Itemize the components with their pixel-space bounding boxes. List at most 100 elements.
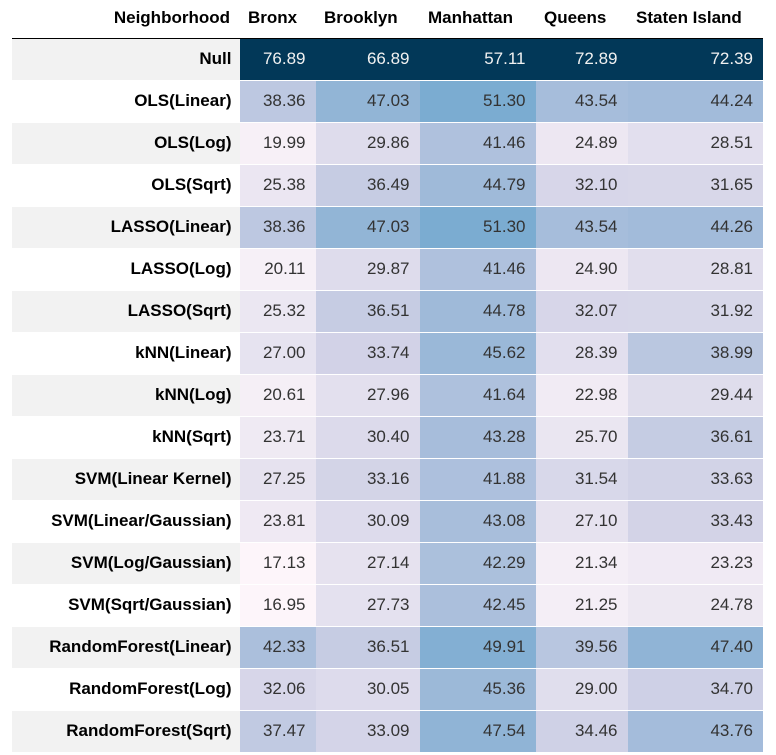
heatmap-cell: 21.34 bbox=[536, 542, 628, 585]
heatmap-cell: 27.00 bbox=[240, 332, 316, 375]
heatmap-cell: 19.99 bbox=[240, 122, 316, 165]
heatmap-cell: 36.61 bbox=[628, 416, 763, 459]
heatmap-cell: 44.79 bbox=[420, 164, 536, 207]
row-label: SVM(Linear/Gaussian) bbox=[12, 500, 240, 543]
column-header-queens: Queens bbox=[536, 0, 628, 39]
heatmap-cell: 22.98 bbox=[536, 374, 628, 417]
row-label: Null bbox=[12, 38, 240, 81]
heatmap-cell: 33.09 bbox=[316, 710, 420, 753]
table-row: kNN(Sqrt) 23.71 30.40 43.28 25.70 36.61 bbox=[12, 416, 763, 459]
heatmap-cell: 34.46 bbox=[536, 710, 628, 753]
heatmap-cell: 30.05 bbox=[316, 668, 420, 711]
table-row: OLS(Log) 19.99 29.86 41.46 24.89 28.51 bbox=[12, 122, 763, 165]
heatmap-cell: 33.74 bbox=[316, 332, 420, 375]
row-label: kNN(Linear) bbox=[12, 332, 240, 375]
heatmap-cell: 43.54 bbox=[536, 80, 628, 123]
heatmap-cell: 25.70 bbox=[536, 416, 628, 459]
heatmap-cell: 38.36 bbox=[240, 206, 316, 249]
table-row: RandomForest(Linear) 42.33 36.51 49.91 39.56… bbox=[12, 626, 763, 669]
table-row: kNN(Linear) 27.00 33.74 45.62 28.39 38.99 bbox=[12, 332, 763, 375]
heatmap-cell: 45.62 bbox=[420, 332, 536, 375]
heatmap-cell: 38.99 bbox=[628, 332, 763, 375]
heatmap-cell: 44.24 bbox=[628, 80, 763, 123]
row-label: OLS(Log) bbox=[12, 122, 240, 165]
heatmap-cell: 57.11 bbox=[420, 38, 536, 81]
heatmap-cell: 24.78 bbox=[628, 584, 763, 627]
heatmap-cell: 27.25 bbox=[240, 458, 316, 501]
column-header-staten-island: Staten Island bbox=[628, 0, 763, 39]
heatmap-cell: 66.89 bbox=[316, 38, 420, 81]
heatmap-cell: 43.28 bbox=[420, 416, 536, 459]
heatmap-cell: 43.08 bbox=[420, 500, 536, 543]
row-label: RandomForest(Log) bbox=[12, 668, 240, 711]
heatmap-cell: 51.30 bbox=[420, 206, 536, 249]
corner-label: Neighborhood bbox=[12, 0, 240, 39]
table-body: Null 76.89 66.89 57.11 72.89 72.39 OLS(Linear)… bbox=[12, 38, 763, 753]
heatmap-cell: 41.64 bbox=[420, 374, 536, 417]
heatmap-cell: 47.03 bbox=[316, 206, 420, 249]
heatmap-cell: 32.06 bbox=[240, 668, 316, 711]
heatmap-cell: 27.10 bbox=[536, 500, 628, 543]
heatmap-cell: 29.00 bbox=[536, 668, 628, 711]
heatmap-cell: 38.36 bbox=[240, 80, 316, 123]
row-label: RandomForest(Sqrt) bbox=[12, 710, 240, 753]
heatmap-cell: 41.46 bbox=[420, 122, 536, 165]
header-row: Neighborhood Bronx Brooklyn Manhattan Qu… bbox=[12, 0, 763, 39]
table-row: SVM(Linear Kernel) 27.25 33.16 41.88 31.54 33… bbox=[12, 458, 763, 501]
table-row: RandomForest(Log) 32.06 30.05 45.36 29.00 34.… bbox=[12, 668, 763, 711]
row-label: LASSO(Log) bbox=[12, 248, 240, 291]
heatmap-cell: 36.49 bbox=[316, 164, 420, 207]
heatmap-cell: 27.73 bbox=[316, 584, 420, 627]
row-label: OLS(Linear) bbox=[12, 80, 240, 123]
heatmap-cell: 41.88 bbox=[420, 458, 536, 501]
table-row: LASSO(Log) 20.11 29.87 41.46 24.90 28.81 bbox=[12, 248, 763, 291]
heatmap-cell: 29.44 bbox=[628, 374, 763, 417]
row-label: SVM(Linear Kernel) bbox=[12, 458, 240, 501]
heatmap-cell: 30.40 bbox=[316, 416, 420, 459]
heatmap-cell: 34.70 bbox=[628, 668, 763, 711]
heatmap-cell: 33.43 bbox=[628, 500, 763, 543]
heatmap-cell: 29.86 bbox=[316, 122, 420, 165]
heatmap-cell: 43.76 bbox=[628, 710, 763, 753]
heatmap-cell: 47.03 bbox=[316, 80, 420, 123]
heatmap-cell: 27.14 bbox=[316, 542, 420, 585]
column-header-brooklyn: Brooklyn bbox=[316, 0, 420, 39]
heatmap-cell: 20.11 bbox=[240, 248, 316, 291]
row-label: LASSO(Sqrt) bbox=[12, 290, 240, 333]
column-header-manhattan: Manhattan bbox=[420, 0, 536, 39]
heatmap-cell: 25.32 bbox=[240, 290, 316, 333]
heatmap-cell: 39.56 bbox=[536, 626, 628, 669]
row-label: LASSO(Linear) bbox=[12, 206, 240, 249]
table-row: kNN(Log) 20.61 27.96 41.64 22.98 29.44 bbox=[12, 374, 763, 417]
heatmap-cell: 31.65 bbox=[628, 164, 763, 207]
table-row: SVM(Sqrt/Gaussian) 16.95 27.73 42.45 21.25 24… bbox=[12, 584, 763, 627]
heatmap-cell: 44.78 bbox=[420, 290, 536, 333]
heatmap-cell: 16.95 bbox=[240, 584, 316, 627]
heatmap-cell: 23.71 bbox=[240, 416, 316, 459]
heatmap-cell: 32.07 bbox=[536, 290, 628, 333]
heatmap-cell: 20.61 bbox=[240, 374, 316, 417]
heatmap-cell: 28.51 bbox=[628, 122, 763, 165]
heatmap-cell: 41.46 bbox=[420, 248, 536, 291]
heatmap-cell: 17.13 bbox=[240, 542, 316, 585]
heatmap-cell: 51.30 bbox=[420, 80, 536, 123]
heatmap-cell: 47.54 bbox=[420, 710, 536, 753]
heatmap-cell: 43.54 bbox=[536, 206, 628, 249]
heatmap-cell: 33.63 bbox=[628, 458, 763, 501]
heatmap-cell: 24.90 bbox=[536, 248, 628, 291]
heatmap-cell: 23.81 bbox=[240, 500, 316, 543]
table-row: SVM(Log/Gaussian) 17.13 27.14 42.29 21.34 23.… bbox=[12, 542, 763, 585]
heatmap-cell: 72.39 bbox=[628, 38, 763, 81]
row-label: SVM(Log/Gaussian) bbox=[12, 542, 240, 585]
heatmap-cell: 42.45 bbox=[420, 584, 536, 627]
heatmap-cell: 28.39 bbox=[536, 332, 628, 375]
heatmap-cell: 72.89 bbox=[536, 38, 628, 81]
heatmap-cell: 30.09 bbox=[316, 500, 420, 543]
heatmap-cell: 21.25 bbox=[536, 584, 628, 627]
column-header-bronx: Bronx bbox=[240, 0, 316, 39]
heatmap-table-container: Neighborhood Bronx Brooklyn Manhattan Qu… bbox=[12, 0, 763, 753]
table-row: OLS(Linear) 38.36 47.03 51.30 43.54 44.24 bbox=[12, 80, 763, 123]
table-row: LASSO(Sqrt) 25.32 36.51 44.78 32.07 31.92 bbox=[12, 290, 763, 333]
heatmap-cell: 28.81 bbox=[628, 248, 763, 291]
heatmap-cell: 29.87 bbox=[316, 248, 420, 291]
